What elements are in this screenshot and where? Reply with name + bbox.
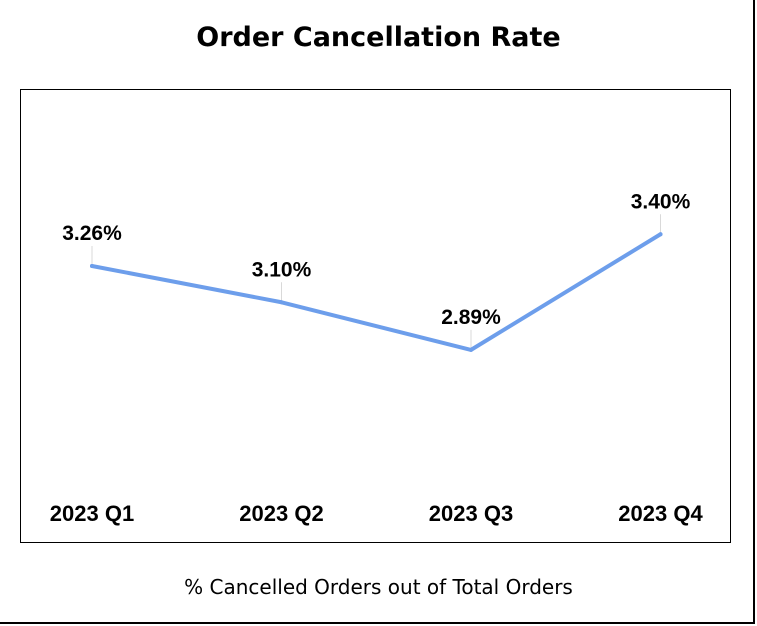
x-tick-label: 2023 Q1: [50, 501, 134, 526]
data-point: [90, 264, 94, 268]
chart-caption: % Cancelled Orders out of Total Orders: [184, 575, 573, 599]
data-point: [279, 300, 284, 305]
x-tick-label: 2023 Q2: [239, 501, 323, 526]
data-label: 3.10%: [252, 258, 312, 281]
data-label: 3.26%: [62, 222, 122, 245]
series-line: [90, 232, 663, 352]
data-point: [658, 232, 663, 237]
plot-area: [20, 89, 731, 543]
data-point: [469, 347, 473, 352]
chart-title: Order Cancellation Rate: [196, 22, 561, 53]
data-label: 2.89%: [441, 306, 501, 329]
data-label: 3.40%: [631, 190, 691, 213]
x-tick-label: 2023 Q3: [429, 501, 513, 526]
x-tick-label: 2023 Q4: [618, 501, 703, 526]
line-chart: 3.26% 3.10% 2.89% 3.40% 2023 Q1 2023 Q2 2023 Q…: [50, 190, 704, 526]
